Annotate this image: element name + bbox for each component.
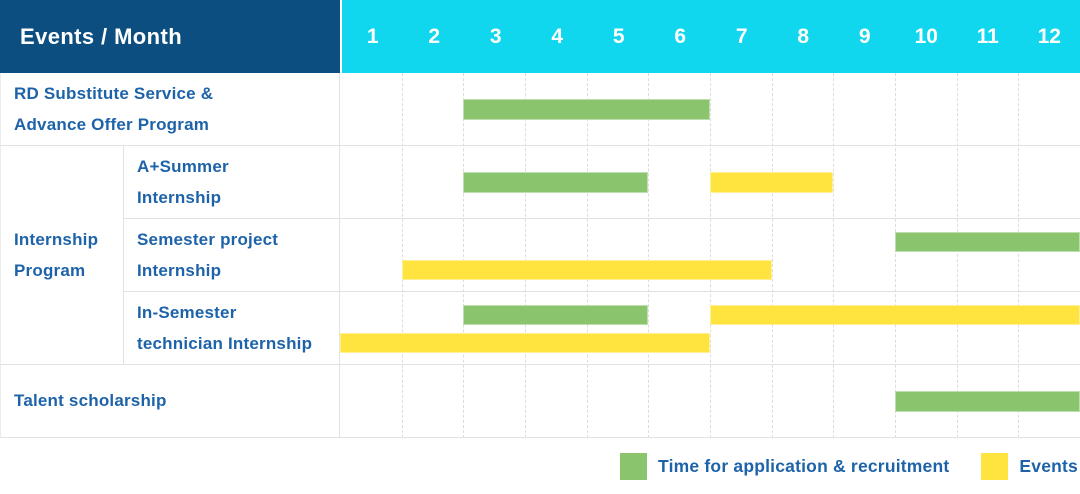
events-month-header: Events / Month: [0, 0, 340, 73]
row-label-semester-project-internship: Semester project Internship: [124, 219, 340, 292]
chart-row-in-semester-technician-internship: [340, 292, 1080, 365]
month-header-4: 4: [551, 24, 564, 48]
yellow-bar: [340, 333, 710, 353]
month-header-1: 1: [366, 24, 379, 48]
yellow-bar: [710, 172, 834, 193]
legend-swatch-yellow: [981, 453, 1009, 480]
green-bar: [463, 172, 649, 193]
row-label-rd-substitute: RD Substitute Service & Advance Offer Pr…: [0, 73, 340, 146]
chart-row-semester-project-internship: [340, 219, 1080, 292]
legend-label-events: Events: [1019, 456, 1078, 476]
green-bar: [463, 305, 649, 325]
green-bar: [895, 232, 1080, 252]
month-header-12: 12: [1037, 24, 1061, 48]
chart-row-a-plus-summer-internship: [340, 146, 1080, 219]
month-header-5: 5: [612, 24, 625, 48]
yellow-bar: [710, 305, 1080, 325]
events-month-header-label: Events / Month: [20, 23, 183, 49]
green-bar: [895, 391, 1080, 412]
legend-item-events: Events: [981, 453, 1078, 480]
month-header-9: 9: [858, 24, 871, 48]
group-label-internship-program: Internship Program: [0, 146, 124, 365]
month-header-2: 2: [428, 24, 441, 48]
legend: Time for application & recruitment Event…: [620, 453, 1078, 480]
month-header-11: 11: [976, 24, 999, 48]
month-header-6: 6: [674, 24, 687, 48]
month-header-8: 8: [797, 24, 810, 48]
month-header-3: 3: [489, 24, 502, 48]
row-label-in-semester-technician-internship: In-Semester technician Internship: [124, 292, 340, 365]
row-label-a-plus-summer-internship: A+Summer Internship: [124, 146, 340, 219]
months-header: 1 2 3 4 5 6 7 8 9 10 11 12: [342, 0, 1080, 73]
legend-swatch-green: [620, 453, 648, 480]
legend-item-application-recruitment: Time for application & recruitment: [620, 453, 949, 480]
green-bar: [463, 99, 710, 120]
month-header-10: 10: [914, 24, 938, 48]
chart-row-rd-substitute: [340, 73, 1080, 146]
month-header-7: 7: [735, 24, 748, 48]
chart-row-talent-scholarship: [340, 365, 1080, 438]
yellow-bar: [401, 260, 772, 280]
schedule-table: Events / Month 1 2 3 4 5 6 7 8 9 10 11 1…: [0, 0, 1080, 438]
legend-label-application-recruitment: Time for application & recruitment: [658, 456, 950, 476]
row-label-talent-scholarship: Talent scholarship: [0, 365, 340, 438]
